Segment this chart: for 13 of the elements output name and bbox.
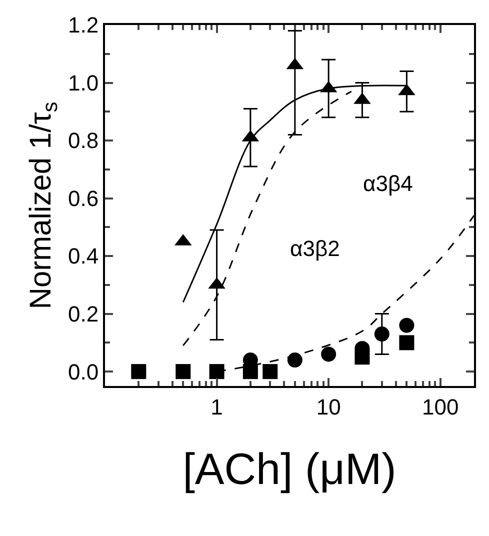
y-tick-label: 0.2: [68, 302, 99, 326]
annotation: α3β2: [290, 236, 340, 261]
x-tick-label: 100: [422, 394, 459, 420]
y-tick-label: 0.0: [68, 359, 99, 384]
y-tick-label: 0.6: [68, 186, 99, 211]
y-tick-label: 0.4: [68, 244, 99, 269]
x-axis-title: [ACh] (μM): [182, 445, 396, 494]
annotation: α3β4: [363, 171, 413, 196]
y-tick-label: 1.2: [68, 12, 99, 38]
x-tick-label: 1: [210, 394, 223, 420]
x-tick-label: 10: [316, 394, 341, 420]
y-tick-label: 0.8: [68, 128, 99, 154]
y-tick-label: 1.0: [68, 70, 99, 96]
